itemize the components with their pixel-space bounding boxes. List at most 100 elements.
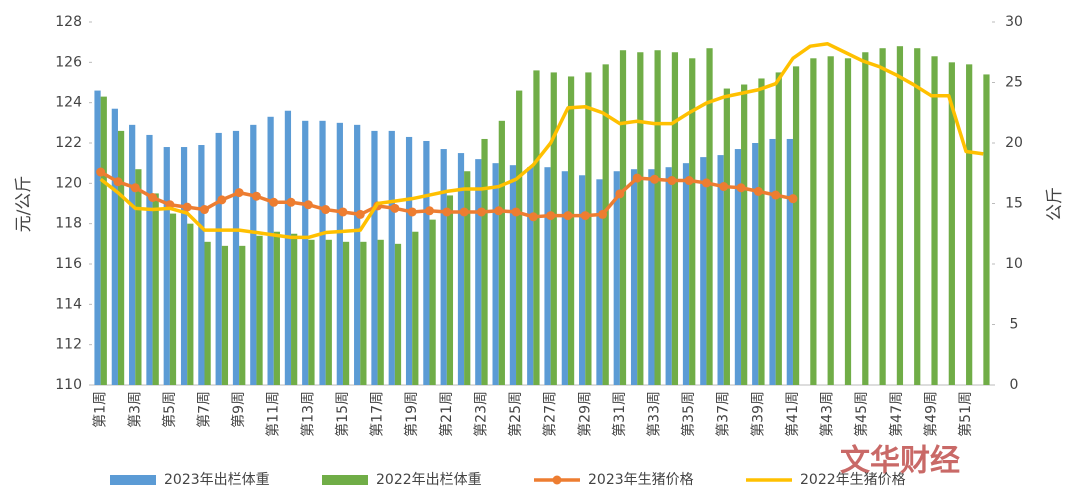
- bar: [527, 167, 534, 385]
- line-marker: [251, 191, 261, 201]
- line-marker: [113, 177, 123, 187]
- line-marker: [442, 207, 452, 217]
- bar: [637, 52, 644, 385]
- bar: [741, 84, 748, 386]
- bar: [464, 171, 471, 385]
- legend-label: 2022年生猪价格: [800, 472, 906, 488]
- line-marker: [338, 207, 348, 217]
- bar: [117, 130, 125, 385]
- line-marker: [528, 212, 538, 222]
- line-marker: [650, 174, 659, 184]
- x-tick-label: 第11周: [265, 391, 282, 437]
- bar: [198, 145, 205, 385]
- bar: [204, 241, 211, 385]
- bar: [734, 149, 742, 385]
- bar: [239, 245, 246, 385]
- x-tick-label: 第31周: [611, 391, 628, 437]
- bar: [689, 58, 696, 386]
- x-tick-label: 第3周: [126, 391, 143, 428]
- bar: [896, 46, 904, 385]
- bar: [630, 169, 638, 385]
- bar: [544, 167, 551, 385]
- line-marker: [390, 203, 400, 213]
- line-marker: [355, 209, 365, 219]
- line-marker: [788, 194, 798, 204]
- y-tick-label: 114: [55, 296, 82, 312]
- bar: [948, 62, 955, 385]
- y2-tick-label: 25: [1005, 75, 1023, 91]
- bar: [775, 72, 782, 386]
- line-marker: [476, 207, 486, 217]
- bar: [827, 56, 834, 386]
- line-marker: [286, 197, 296, 207]
- legend-label: 2022年出栏体重: [376, 472, 482, 488]
- watermark: 文华财经: [840, 444, 960, 479]
- y2-tick-label: 5: [1010, 317, 1019, 333]
- y2-tick-label: 20: [1005, 135, 1023, 151]
- bar: [342, 241, 350, 385]
- bar: [319, 120, 326, 386]
- x-tick-label: 第47周: [888, 391, 905, 437]
- bar: [671, 52, 679, 385]
- y2-tick-label: 15: [1005, 196, 1023, 212]
- bar: [446, 195, 454, 385]
- bar: [267, 116, 274, 386]
- bar: [440, 149, 447, 385]
- bar: [492, 163, 499, 385]
- bar: [291, 233, 298, 385]
- bar: [509, 165, 517, 385]
- bar: [412, 231, 419, 385]
- bar: [498, 120, 505, 386]
- y-tick-label: 124: [55, 95, 82, 111]
- bar: [966, 64, 973, 385]
- bar: [100, 96, 107, 385]
- line-marker: [130, 183, 140, 193]
- line-marker: [425, 206, 434, 216]
- bar: [758, 78, 765, 385]
- bar: [862, 52, 869, 385]
- x-tick-label: 第7周: [196, 391, 213, 428]
- bar: [250, 124, 257, 385]
- bar: [602, 64, 609, 385]
- bar: [394, 243, 402, 385]
- bar: [596, 179, 603, 385]
- bar: [717, 155, 724, 385]
- bar: [354, 124, 361, 385]
- bar: [561, 171, 568, 385]
- line-marker: [321, 205, 331, 215]
- y-tick-label: 122: [55, 135, 82, 151]
- bar: [810, 58, 817, 386]
- bar: [232, 130, 240, 385]
- line-marker: [546, 211, 556, 221]
- bar: [700, 157, 707, 385]
- line-marker: [598, 209, 608, 219]
- line-marker: [459, 207, 469, 217]
- bar: [169, 213, 177, 385]
- bar: [550, 72, 557, 386]
- legend-marker: [552, 475, 562, 485]
- y-tick-label: 116: [55, 256, 82, 272]
- bar: [377, 239, 384, 385]
- line-marker: [753, 186, 763, 196]
- bar: [619, 50, 627, 385]
- bar: [723, 88, 730, 386]
- bar: [931, 56, 938, 386]
- x-tick-label: 第51周: [957, 391, 974, 437]
- bar: [475, 159, 482, 385]
- y-tick-label: 128: [55, 14, 82, 30]
- bar: [682, 163, 690, 385]
- bar: [516, 90, 523, 386]
- x-tick-label: 第33周: [646, 391, 663, 437]
- line-marker: [494, 206, 504, 216]
- bar: [360, 241, 367, 385]
- y-tick-label: 126: [55, 54, 82, 70]
- bar: [792, 66, 800, 385]
- x-tick-label: 第15周: [334, 391, 351, 437]
- bar: [146, 134, 153, 385]
- bar: [256, 235, 263, 385]
- bar: [111, 108, 118, 385]
- x-tick-label: 第23周: [472, 391, 489, 437]
- bar: [579, 175, 586, 385]
- line-marker: [771, 190, 781, 200]
